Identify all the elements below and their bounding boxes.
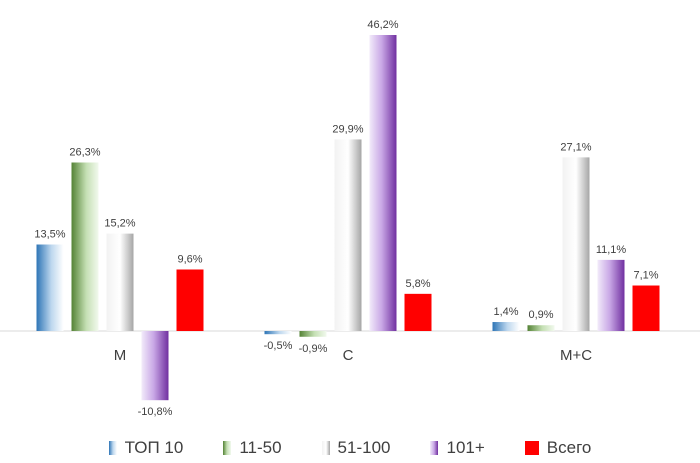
bar-top10-3 xyxy=(492,322,520,331)
legend-swatch-51-100 xyxy=(321,441,330,455)
legend-label-top10: ТОП 10 xyxy=(124,438,184,457)
chart-plot: 13,5% 26,3% 15,2% -10,8% 9,6% -0,5% -0,9% 29,9%… xyxy=(0,19,700,418)
legend-label-101plus: 101+ xyxy=(446,438,485,457)
bar-101plus-1 xyxy=(141,331,169,401)
legend-swatch-top10 xyxy=(108,441,117,455)
bar-total-3 xyxy=(632,285,660,331)
bar-101plus-3 xyxy=(597,259,625,331)
bar-51-100-3 xyxy=(562,157,590,331)
bar-total-1 xyxy=(176,269,204,331)
bar-top10-2 xyxy=(264,331,292,335)
data-label-51-100-3: 27,1% xyxy=(560,141,591,153)
data-label-51-100-1: 15,2% xyxy=(104,218,135,230)
data-label-101plus-2: 46,2% xyxy=(367,19,398,31)
legend-item-top10: ТОП 10 xyxy=(108,438,184,458)
data-label-top10-2: -0,5% xyxy=(264,340,293,352)
bar-11-50-1 xyxy=(71,162,99,331)
bar-11-50-2 xyxy=(299,331,327,337)
bar-51-100-1 xyxy=(106,233,134,331)
legend-item-11-50: 11-50 xyxy=(223,438,282,458)
legend-swatch-11-50 xyxy=(223,441,232,455)
data-label-top10-1: 13,5% xyxy=(34,229,65,241)
legend-label-total: Всего xyxy=(546,438,592,457)
legend-item-51-100: 51-100 xyxy=(321,438,391,458)
bar-total-2 xyxy=(404,293,432,331)
data-label-11-50-1: 26,3% xyxy=(69,146,100,158)
category-label-3: М+С xyxy=(560,347,592,364)
legend-swatch-total xyxy=(524,441,539,455)
data-label-total-2: 5,8% xyxy=(405,278,430,290)
legend-label-11-50: 11-50 xyxy=(239,438,282,457)
data-label-11-50-3: 0,9% xyxy=(528,309,553,321)
data-label-51-100-2: 29,9% xyxy=(332,123,363,135)
legend-item-101plus: 101+ xyxy=(430,438,485,458)
category-label-2: С xyxy=(343,347,354,364)
legend-label-51-100: 51-100 xyxy=(337,438,391,457)
data-label-101plus-1: -10,8% xyxy=(138,406,173,418)
legend-item-total: Всего xyxy=(524,438,592,458)
legend-swatch-101plus xyxy=(430,441,439,455)
bar-11-50-3 xyxy=(527,325,555,331)
data-label-101plus-3: 11,1% xyxy=(596,244,627,256)
bar-101plus-2 xyxy=(369,35,397,331)
legend: ТОП 10 11-50 51-100 101+ Всего xyxy=(0,436,700,460)
data-label-top10-3: 1,4% xyxy=(493,306,518,318)
bar-top10-1 xyxy=(36,244,64,331)
data-label-total-1: 9,6% xyxy=(177,253,202,265)
data-label-11-50-2: -0,9% xyxy=(299,343,328,355)
data-label-total-3: 7,1% xyxy=(633,270,658,282)
category-label-1: М xyxy=(114,347,127,364)
bar-51-100-2 xyxy=(334,139,362,331)
